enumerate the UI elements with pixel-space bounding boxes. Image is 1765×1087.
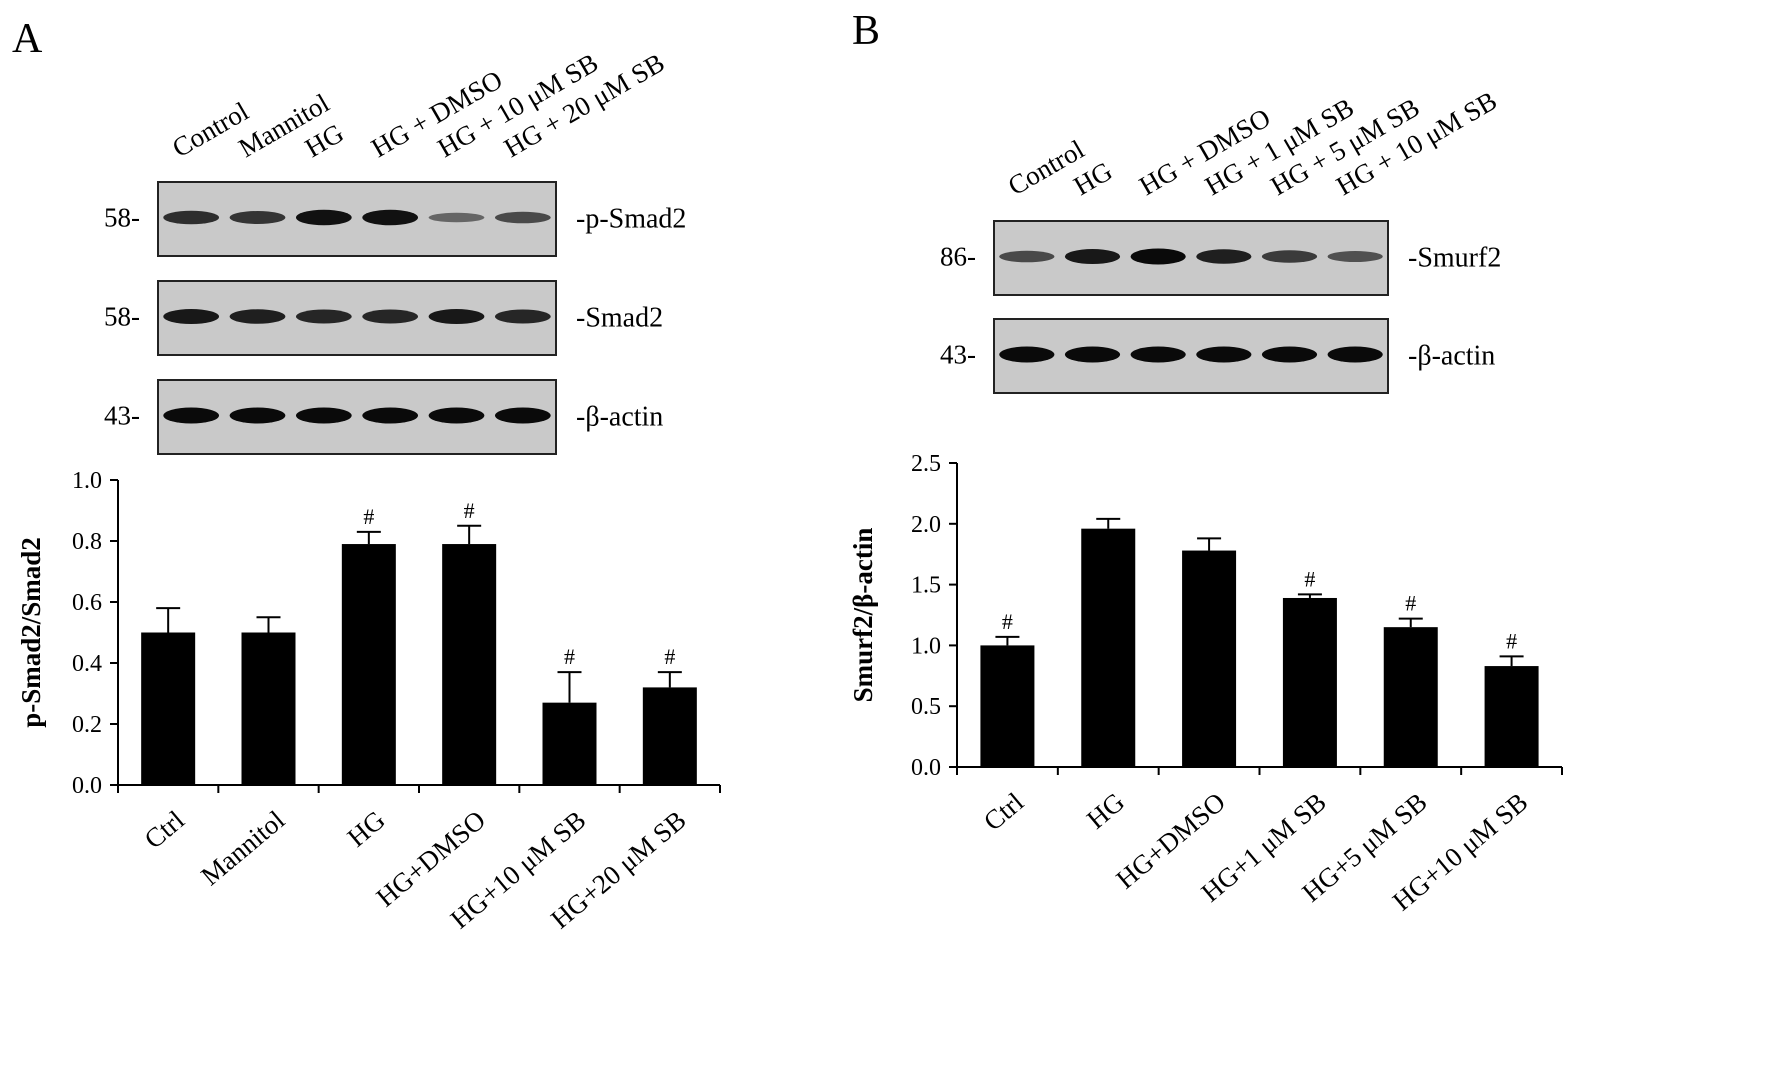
y-axis-label: p-Smad2/Smad2 (16, 537, 46, 728)
bar (341, 544, 396, 785)
panel-letter-b: B (852, 8, 880, 54)
bar (241, 632, 296, 785)
blot-band (295, 309, 352, 324)
y-tick-label: 0.2 (72, 712, 102, 738)
blot-band (494, 309, 551, 324)
blot-membrane (157, 181, 557, 257)
y-tick-label: 0.0 (911, 755, 941, 781)
significance-marker: # (1405, 591, 1416, 616)
blot-band (428, 407, 485, 424)
significance-marker: # (363, 504, 374, 529)
blot-band (1064, 346, 1121, 363)
blot-band (494, 407, 551, 424)
y-tick-label: 0.0 (72, 773, 102, 799)
blot-band (999, 250, 1055, 263)
blot-band (428, 309, 485, 325)
x-tick-label: HG (342, 805, 391, 853)
blot-band (494, 211, 551, 224)
y-tick-label: 2.0 (911, 512, 941, 538)
y-tick-label: 1.0 (72, 468, 102, 494)
y-tick-label: 0.8 (72, 529, 102, 555)
blot-band (295, 407, 352, 424)
blot-band (362, 407, 419, 424)
bar (442, 544, 497, 785)
blot-band (1130, 248, 1186, 265)
lane-label: Control (1003, 134, 1089, 201)
y-tick-label: 1.5 (911, 573, 941, 599)
molecular-weight-marker: 43- (940, 340, 976, 370)
bar (1383, 627, 1438, 767)
blot-band (428, 212, 485, 223)
y-tick-label: 0.6 (72, 590, 102, 616)
blot-membrane (993, 318, 1389, 394)
significance-marker: # (1002, 609, 1013, 634)
bar (1282, 597, 1337, 767)
molecular-weight-marker: 58- (104, 203, 140, 233)
blot-band (229, 211, 286, 225)
y-tick-label: 0.4 (72, 651, 102, 677)
blot-band (1261, 250, 1318, 263)
blot-band (163, 309, 220, 325)
bar (141, 632, 196, 785)
blot-band (362, 209, 419, 226)
significance-marker: # (1506, 628, 1517, 653)
molecular-weight-marker: 86- (940, 242, 976, 272)
bar (1182, 550, 1237, 767)
molecular-weight-marker: 43- (104, 401, 140, 431)
panel-letter-a: A (12, 16, 43, 62)
bar (980, 645, 1035, 767)
y-tick-label: 1.0 (911, 633, 941, 659)
bar-chart-a: 0.0 0.2 0.4 0.6 0.8 1.0 p-Smad2/Smad2 Ctrl Manni… (16, 468, 721, 934)
blot-band (1327, 251, 1383, 263)
protein-label: -Smad2 (576, 303, 663, 334)
blot-band (1261, 346, 1318, 363)
protein-label: -β-actin (1408, 341, 1495, 372)
blot-band (1064, 249, 1121, 265)
y-tick-label: 0.5 (911, 694, 941, 720)
molecular-weight-marker: 58- (104, 302, 140, 332)
x-tick-label: Ctrl (139, 805, 190, 855)
significance-marker: # (664, 644, 675, 669)
blot-band (1130, 346, 1186, 363)
protein-label: -β-actin (576, 402, 663, 433)
lane-label: Control (167, 96, 253, 163)
significance-marker: # (464, 498, 475, 523)
blot-membrane (993, 220, 1389, 296)
blot-band (163, 210, 220, 225)
bar (642, 687, 697, 785)
blot-band (229, 407, 286, 424)
significance-marker: # (1304, 566, 1315, 591)
blot-band (1196, 346, 1252, 363)
protein-label: -p-Smad2 (576, 204, 686, 235)
bar (542, 702, 597, 785)
protein-label: -Smurf2 (1408, 243, 1501, 274)
blot-band (163, 407, 220, 424)
x-tick-label: Mannitol (195, 805, 290, 892)
blot-band (999, 346, 1055, 363)
blot-membrane (157, 280, 557, 356)
blot-band (362, 309, 419, 324)
significance-marker: # (564, 644, 575, 669)
x-tick-label: Ctrl (978, 787, 1029, 837)
blot-band (1327, 346, 1383, 363)
blot-band (295, 209, 352, 226)
bar (1484, 666, 1539, 767)
bar (1081, 528, 1136, 767)
y-axis-label: Smurf2/β-actin (848, 528, 878, 703)
blot-membrane (157, 379, 557, 455)
blot-band (229, 309, 286, 324)
x-tick-label: HG (1081, 787, 1130, 835)
blot-band (1196, 249, 1252, 264)
y-tick-label: 2.5 (911, 451, 941, 477)
